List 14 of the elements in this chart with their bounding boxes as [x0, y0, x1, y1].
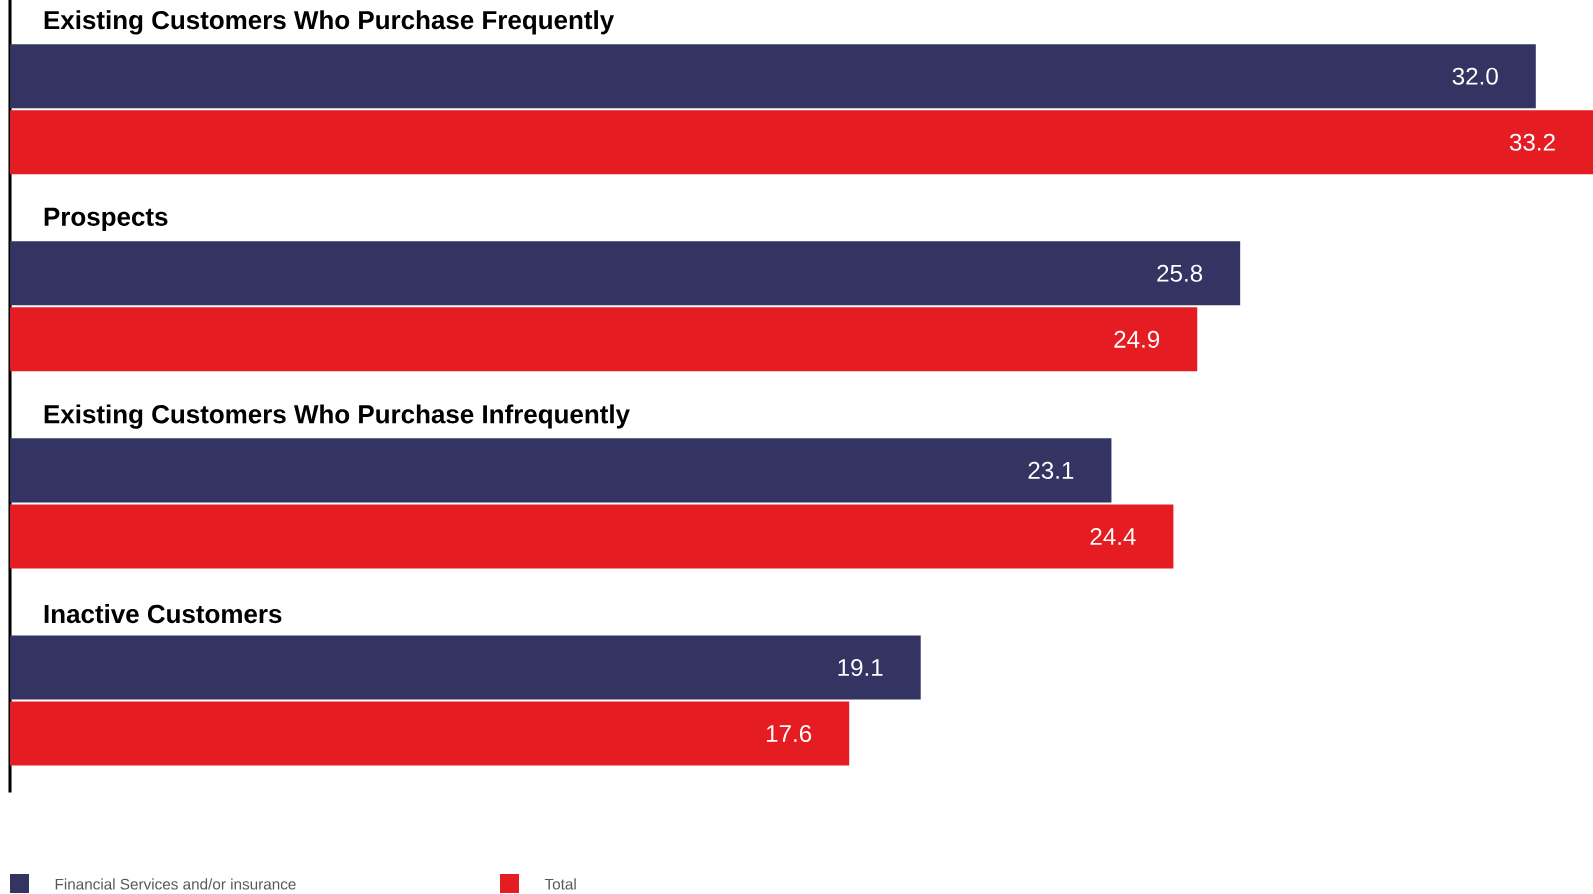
data-label: 33.2: [1509, 133, 1555, 151]
y-tick-label: Existing Customers Who Purchase Frequently: [44, 10, 615, 35]
legend-label: Financial Services and/or insurance: [55, 878, 296, 890]
legend-label: Total: [544, 878, 576, 890]
y-tick-label: Prospects: [44, 207, 168, 232]
data-label: 25.8: [1157, 264, 1203, 282]
data-label: 24.9: [1114, 330, 1160, 348]
data-label: 23.1: [1028, 461, 1074, 479]
data-label: 17.6: [766, 724, 812, 743]
y-tick-label: Existing Customers Who Purchase Infrequently: [44, 404, 630, 429]
data-label: 24.4: [1090, 527, 1136, 545]
data-label: 32.0: [1452, 67, 1498, 85]
data-label: 19.1: [838, 658, 883, 677]
y-tick-label: Inactive Customers: [44, 604, 282, 624]
